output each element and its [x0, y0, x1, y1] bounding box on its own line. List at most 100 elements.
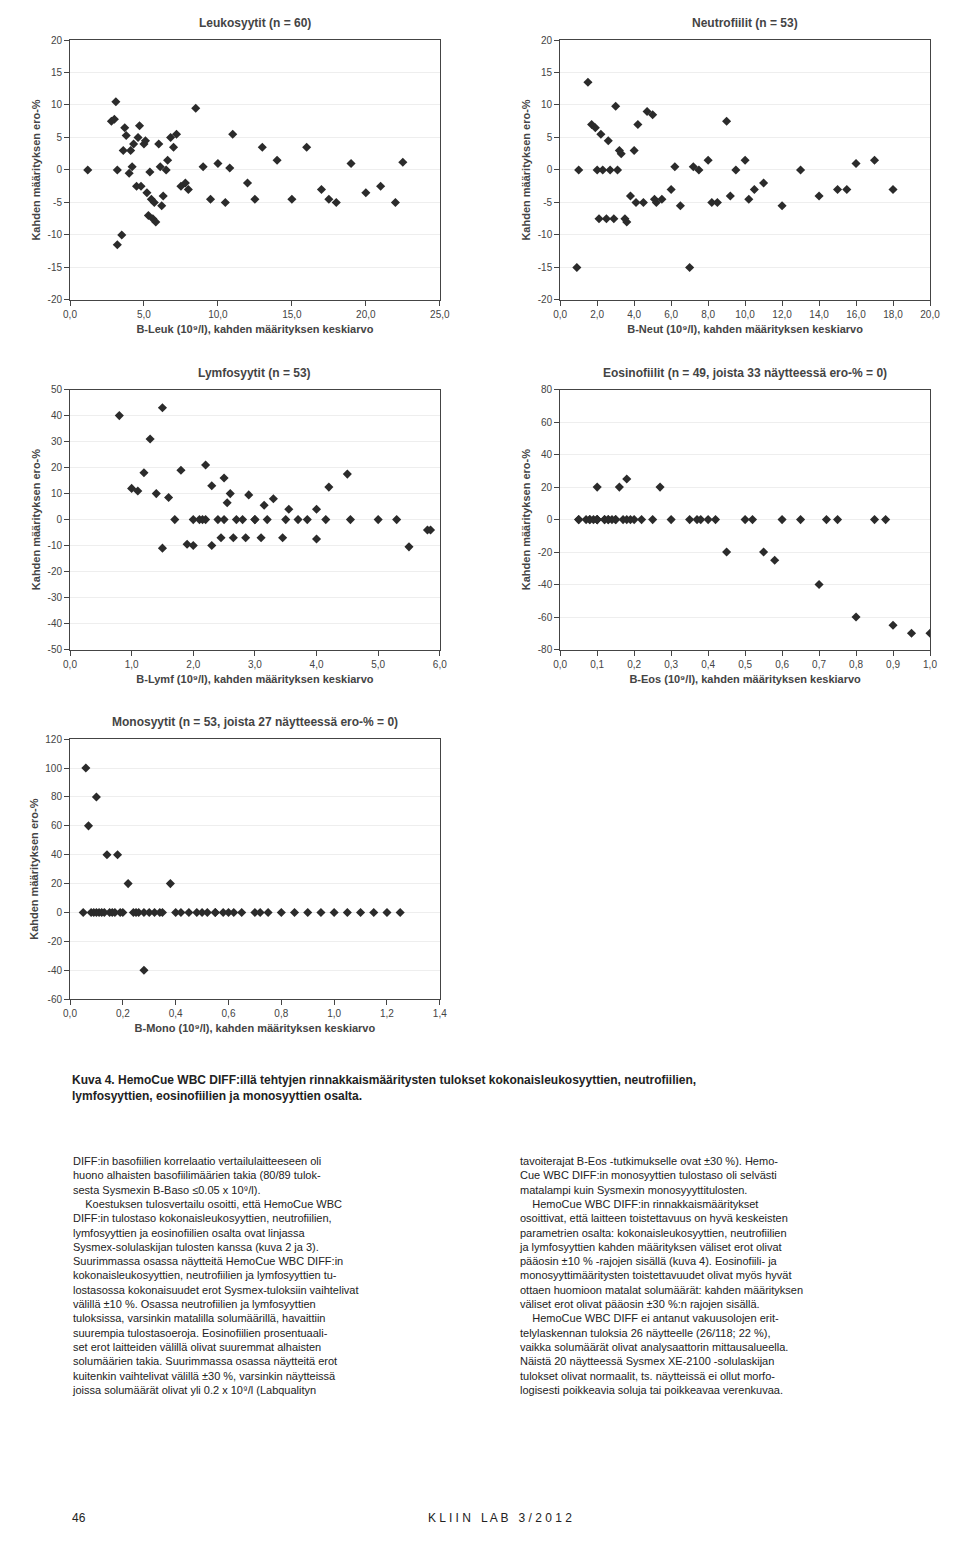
svg-text:-60: -60 — [538, 612, 553, 623]
svg-text:Monosyytit (n = 53, joista 27: Monosyytit (n = 53, joista 27 näytteessä… — [112, 715, 398, 729]
svg-text:5: 5 — [547, 132, 553, 143]
svg-text:0: 0 — [56, 907, 62, 918]
svg-text:0: 0 — [56, 514, 62, 525]
svg-text:-20: -20 — [48, 294, 63, 305]
svg-text:6,0: 6,0 — [433, 659, 447, 670]
svg-text:10: 10 — [51, 488, 63, 499]
svg-text:80: 80 — [51, 791, 63, 802]
svg-text:-5: -5 — [53, 197, 62, 208]
svg-text:5,0: 5,0 — [137, 309, 151, 320]
svg-text:2,0: 2,0 — [186, 659, 200, 670]
svg-text:10,0: 10,0 — [735, 309, 755, 320]
svg-text:0,2: 0,2 — [627, 659, 641, 670]
svg-text:1,4: 1,4 — [433, 1008, 447, 1019]
svg-text:20: 20 — [51, 462, 63, 473]
svg-text:-10: -10 — [48, 540, 63, 551]
svg-text:-15: -15 — [48, 262, 63, 273]
svg-text:0: 0 — [547, 514, 553, 525]
svg-text:1,0: 1,0 — [923, 659, 937, 670]
svg-text:120: 120 — [45, 734, 62, 745]
svg-text:0,2: 0,2 — [116, 1008, 130, 1019]
svg-text:3,0: 3,0 — [248, 659, 262, 670]
svg-text:0,0: 0,0 — [63, 309, 77, 320]
svg-text:B-Lymf (10⁹/l), kahden määrity: B-Lymf (10⁹/l), kahden määrityksen keski… — [136, 673, 373, 685]
svg-text:0,0: 0,0 — [63, 659, 77, 670]
svg-text:1,2: 1,2 — [380, 1008, 394, 1019]
svg-text:-15: -15 — [538, 262, 553, 273]
svg-text:2,0: 2,0 — [590, 309, 604, 320]
svg-text:80: 80 — [541, 384, 553, 395]
svg-text:Kahden määrityksen ero-%: Kahden määrityksen ero-% — [30, 449, 42, 590]
svg-text:8,0: 8,0 — [701, 309, 715, 320]
svg-text:100: 100 — [45, 763, 62, 774]
svg-text:0,6: 0,6 — [222, 1008, 236, 1019]
svg-text:20: 20 — [541, 482, 553, 493]
svg-text:-20: -20 — [48, 566, 63, 577]
svg-text:1,0: 1,0 — [327, 1008, 341, 1019]
svg-text:16,0: 16,0 — [846, 309, 866, 320]
svg-text:0,0: 0,0 — [553, 659, 567, 670]
svg-text:Kahden määrityksen ero-%: Kahden määrityksen ero-% — [30, 99, 42, 240]
svg-text:10,0: 10,0 — [208, 309, 228, 320]
svg-text:0,7: 0,7 — [812, 659, 826, 670]
svg-text:20: 20 — [51, 878, 63, 889]
svg-text:10: 10 — [51, 99, 63, 110]
svg-text:5,0: 5,0 — [371, 659, 385, 670]
svg-text:20,0: 20,0 — [356, 309, 376, 320]
svg-text:50: 50 — [51, 384, 63, 395]
svg-text:tavoiterajat B-Eos -tutkimukse: tavoiterajat B-Eos -tutkimukselle ovat ±… — [519, 1155, 803, 1396]
svg-text:-40: -40 — [48, 618, 63, 629]
svg-text:-20: -20 — [538, 294, 553, 305]
svg-text:0: 0 — [56, 164, 62, 175]
svg-text:-10: -10 — [538, 229, 553, 240]
svg-text:46: 46 — [72, 1511, 86, 1525]
svg-text:DIFF:in basofiilien korrelaati: DIFF:in basofiilien korrelaatio vertailu… — [72, 1155, 359, 1396]
svg-text:15: 15 — [541, 67, 553, 78]
svg-text:Kahden määrityksen ero-%: Kahden määrityksen ero-% — [520, 449, 532, 590]
svg-text:Kahden määrityksen ero-%: Kahden määrityksen ero-% — [520, 99, 532, 240]
svg-text:B-Eos (10⁹/l), kahden määrityk: B-Eos (10⁹/l), kahden määrityksen keskia… — [629, 673, 861, 685]
svg-text:Eosinofiilit (n = 49, joista 3: Eosinofiilit (n = 49, joista 33 näyttees… — [603, 366, 887, 380]
svg-text:0,5: 0,5 — [738, 659, 752, 670]
svg-text:Leukosyytit (n = 60): Leukosyytit (n = 60) — [199, 16, 311, 30]
svg-text:0,9: 0,9 — [886, 659, 900, 670]
svg-text:-20: -20 — [48, 936, 63, 947]
svg-text:Kuva 4. HemoCue WBC DIFF:illä: Kuva 4. HemoCue WBC DIFF:illä tehtyjen r… — [72, 1073, 696, 1103]
svg-text:-40: -40 — [48, 965, 63, 976]
svg-text:6,0: 6,0 — [664, 309, 678, 320]
svg-text:0,4: 0,4 — [169, 1008, 183, 1019]
svg-text:30: 30 — [51, 436, 63, 447]
svg-text:40: 40 — [541, 449, 553, 460]
svg-text:-50: -50 — [48, 644, 63, 655]
svg-text:-20: -20 — [538, 547, 553, 558]
svg-text:20,0: 20,0 — [920, 309, 940, 320]
svg-text:-5: -5 — [543, 197, 552, 208]
svg-text:Kahden määrityksen ero-%: Kahden määrityksen ero-% — [28, 798, 40, 939]
svg-text:-80: -80 — [538, 644, 553, 655]
svg-text:0,8: 0,8 — [274, 1008, 288, 1019]
svg-text:0,3: 0,3 — [664, 659, 678, 670]
svg-text:0,8: 0,8 — [849, 659, 863, 670]
svg-text:0,0: 0,0 — [63, 1008, 77, 1019]
svg-text:0,4: 0,4 — [701, 659, 715, 670]
svg-text:4,0: 4,0 — [627, 309, 641, 320]
svg-text:B-Leuk (10⁹/l), kahden määrity: B-Leuk (10⁹/l), kahden määrityksen keski… — [136, 323, 373, 335]
svg-text:B-Mono (10⁹/l), kahden määrity: B-Mono (10⁹/l), kahden määrityksen keski… — [135, 1022, 376, 1034]
svg-text:40: 40 — [51, 410, 63, 421]
svg-text:15: 15 — [51, 67, 63, 78]
svg-text:5: 5 — [56, 132, 62, 143]
svg-text:60: 60 — [541, 417, 553, 428]
svg-text:K L I I N L A B 3 / 2 0 1: K L I I N L A B 3 / 2 0 1 2 — [428, 1511, 572, 1525]
svg-text:40: 40 — [51, 849, 63, 860]
svg-text:20: 20 — [51, 35, 63, 46]
svg-text:-60: -60 — [48, 994, 63, 1005]
svg-text:0,0: 0,0 — [553, 309, 567, 320]
svg-text:20: 20 — [541, 35, 553, 46]
svg-text:Neutrofiilit (n = 53): Neutrofiilit (n = 53) — [692, 16, 798, 30]
svg-text:14,0: 14,0 — [809, 309, 829, 320]
svg-text:60: 60 — [51, 820, 63, 831]
svg-text:0: 0 — [547, 164, 553, 175]
svg-text:18,0: 18,0 — [883, 309, 903, 320]
svg-text:-30: -30 — [48, 592, 63, 603]
svg-text:1,0: 1,0 — [125, 659, 139, 670]
